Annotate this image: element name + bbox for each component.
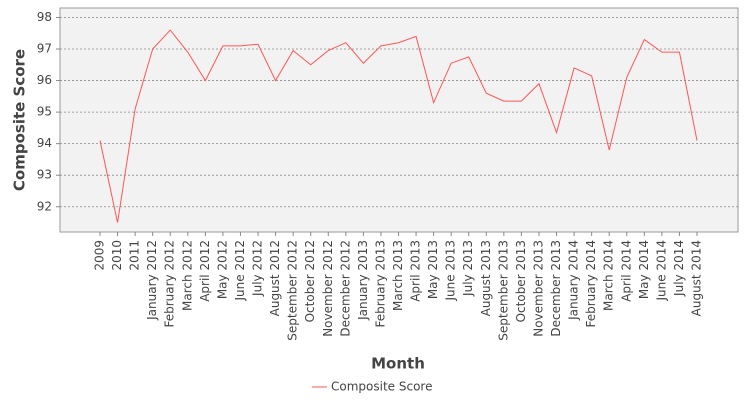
x-tick-label: April 2013 [409, 240, 423, 302]
x-tick-label: June 2013 [444, 240, 458, 302]
x-tick-label: August 2012 [268, 240, 282, 316]
x-tick-label: February 2014 [584, 240, 598, 328]
x-tick-label: September 2013 [496, 240, 510, 341]
x-tick-label: March 2014 [602, 240, 616, 311]
x-tick-label: January 2013 [356, 240, 370, 321]
x-tick-label: April 2012 [198, 240, 212, 302]
x-tick-label: June 2014 [654, 240, 668, 302]
x-tick-label: February 2012 [163, 240, 177, 328]
x-tick-label: 2010 [110, 240, 124, 271]
x-tick-label: September 2012 [286, 240, 300, 341]
y-tick-label: 93 [37, 168, 52, 182]
y-tick-label: 96 [37, 73, 52, 87]
x-tick-label: August 2014 [690, 240, 704, 316]
x-tick-label: February 2013 [373, 240, 387, 328]
x-tick-label: January 2012 [145, 240, 159, 321]
x-tick-label: August 2013 [479, 240, 493, 316]
x-tick-label: March 2013 [391, 240, 405, 311]
y-tick-label: 97 [37, 42, 52, 56]
legend-label: Composite Score [331, 380, 432, 394]
x-tick-label: 2009 [93, 240, 107, 271]
x-tick-label: 2011 [128, 240, 142, 271]
x-tick-label: October 2012 [303, 240, 317, 322]
x-tick-label: December 2013 [549, 240, 563, 337]
x-tick-label: June 2012 [233, 240, 247, 302]
x-axis-title: Month [371, 355, 425, 373]
x-tick-label: January 2014 [567, 240, 581, 321]
x-tick-label: July 2013 [461, 240, 475, 297]
y-tick-label: 98 [37, 10, 52, 24]
x-tick-label: November 2012 [321, 240, 335, 337]
x-tick-label: March 2012 [180, 240, 194, 311]
x-tick-label: October 2013 [514, 240, 528, 322]
y-axis-title: Composite Score [11, 49, 29, 191]
plot-area [59, 7, 739, 233]
x-tick-label: May 2014 [637, 240, 651, 299]
y-tick-label: 95 [37, 105, 52, 119]
x-tick-label: December 2012 [338, 240, 352, 337]
x-tick-label: April 2014 [619, 240, 633, 302]
y-tick-label: 92 [37, 199, 52, 213]
x-tick-label: July 2014 [672, 240, 686, 297]
x-tick-label: May 2012 [215, 240, 229, 299]
x-tick-label: July 2012 [251, 240, 265, 297]
y-tick-label: 94 [37, 136, 52, 150]
data-line [99, 29, 698, 223]
x-tick-label: May 2013 [426, 240, 440, 299]
x-tick-label: November 2013 [531, 240, 545, 337]
